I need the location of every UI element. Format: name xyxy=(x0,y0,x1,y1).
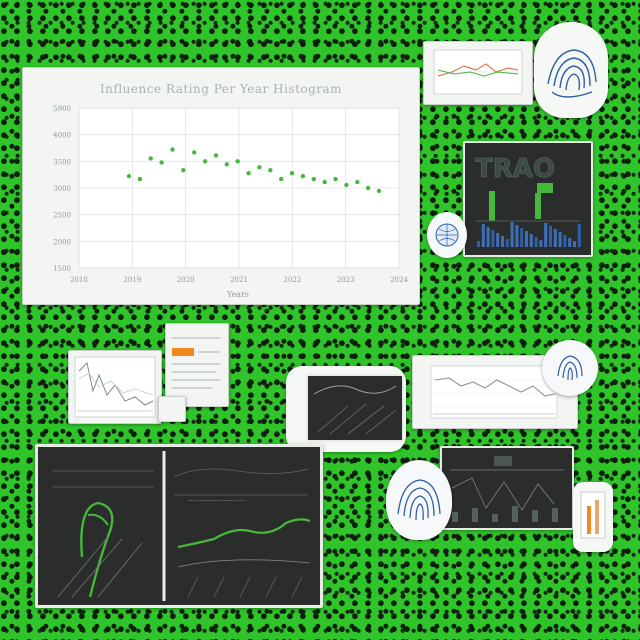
x-axis-labels: 2018 2019 2020 2021 2022 2023 2024 xyxy=(70,276,408,284)
dark-bar xyxy=(515,225,519,247)
dark-bar xyxy=(558,232,562,247)
globe-icon xyxy=(435,223,459,247)
data-point xyxy=(289,171,295,176)
data-points xyxy=(126,147,382,194)
dark-bars xyxy=(477,222,581,247)
dark-bar xyxy=(577,224,581,247)
bottom-dark-chart: .......................... xyxy=(52,451,311,601)
main-chart: Influence Rating Per Year Histogram 5900… xyxy=(53,82,408,299)
note-slip xyxy=(158,396,186,422)
y-axis-labels: 5900 4000 3500 3000 2500 2000 1500 xyxy=(53,105,71,273)
dark-bar xyxy=(481,224,485,247)
dark-line-chart xyxy=(313,385,397,435)
x-axis-title: Years xyxy=(226,290,249,299)
dark-bar xyxy=(539,240,543,247)
x-tick-label: 2022 xyxy=(283,276,301,284)
dark-bar xyxy=(549,226,552,247)
main-chart-card: Influence Rating Per Year Histogram 5900… xyxy=(22,67,420,305)
data-point xyxy=(257,165,262,170)
data-point xyxy=(333,176,338,182)
x-tick-label: 2023 xyxy=(337,276,355,284)
svg-text:..........................: .......................... xyxy=(188,495,246,503)
dark-bar xyxy=(501,236,504,247)
data-point xyxy=(300,173,306,179)
data-point xyxy=(148,156,153,161)
y-tick-label: 2000 xyxy=(53,238,71,246)
x-tick-label: 2018 xyxy=(70,276,88,284)
dark-bar-chart: TRAO xyxy=(475,154,581,247)
dark-frame-sticker xyxy=(286,366,406,452)
dark-bar xyxy=(563,235,567,247)
y-tick-label: 2500 xyxy=(53,212,71,220)
data-point xyxy=(159,160,164,165)
data-point xyxy=(322,179,327,185)
dark-bar xyxy=(525,231,528,247)
mini-line-chart-top xyxy=(423,41,533,105)
dark-panel-heading: TRAO xyxy=(475,154,555,184)
dark-bar xyxy=(491,230,495,247)
dark-bar-panel: TRAO xyxy=(463,141,593,257)
data-point xyxy=(376,188,382,194)
mini-line-chart-top-svg xyxy=(433,49,523,95)
dark-bar xyxy=(486,227,490,247)
data-point xyxy=(365,185,371,191)
fingerprint-bubble-bottom xyxy=(386,460,452,540)
data-point xyxy=(344,182,349,188)
dark-bar xyxy=(529,234,533,247)
fingerprint-small-icon xyxy=(557,355,583,381)
fingerprint-bubble-right xyxy=(542,340,598,396)
y-tick-label: 3000 xyxy=(53,185,71,193)
fingerprint-bottom-icon xyxy=(397,479,441,521)
dark-bar xyxy=(568,238,572,247)
chart-title: Influence Rating Per Year Histogram xyxy=(100,82,342,96)
data-point xyxy=(137,176,143,182)
data-point xyxy=(268,168,273,173)
data-point xyxy=(213,153,219,158)
dark-bar xyxy=(477,241,480,247)
dark-bar xyxy=(520,228,524,247)
mini-line-chart-mid-svg xyxy=(74,356,156,418)
mini-line-chart-right-svg xyxy=(430,365,558,419)
chart-grid xyxy=(78,107,400,269)
dark-bar xyxy=(510,222,514,247)
dark-bar xyxy=(505,239,509,247)
thermometer-sticker xyxy=(573,482,613,552)
data-point xyxy=(192,150,197,155)
data-point xyxy=(126,173,132,179)
bottom-right-dark-panel xyxy=(440,446,574,530)
data-point xyxy=(202,159,208,164)
data-point xyxy=(224,162,229,167)
dark-bar xyxy=(573,241,576,247)
y-tick-label: 1500 xyxy=(53,265,71,273)
dark-bar xyxy=(534,237,538,247)
document-sheet-svg xyxy=(172,337,220,389)
x-tick-label: 2021 xyxy=(230,276,248,284)
data-point xyxy=(235,159,240,164)
mini-line-chart-mid xyxy=(68,350,162,424)
data-point xyxy=(355,179,360,185)
bottom-right-dark-chart xyxy=(450,456,564,522)
data-point xyxy=(279,176,284,182)
data-point xyxy=(246,171,251,176)
dark-bar xyxy=(496,233,500,247)
x-tick-label: 2024 xyxy=(390,276,408,284)
y-tick-label: 5900 xyxy=(53,105,71,113)
data-point xyxy=(181,168,186,173)
y-tick-label: 4000 xyxy=(53,132,71,140)
mini-line-chart-right xyxy=(412,355,578,429)
data-point xyxy=(170,147,175,152)
fingerprint-icon xyxy=(547,49,597,98)
data-point xyxy=(311,176,316,182)
document-sheet xyxy=(165,323,229,407)
fingerprint-sticker-top xyxy=(534,22,608,118)
dark-bar xyxy=(544,223,548,247)
dark-bar xyxy=(553,229,557,247)
x-tick-label: 2020 xyxy=(177,276,195,284)
round-sticker-small xyxy=(427,212,467,258)
x-tick-label: 2019 xyxy=(123,276,141,284)
bottom-dark-panel: .......................... xyxy=(35,444,323,608)
y-tick-label: 3500 xyxy=(53,158,71,166)
thermometer-icon xyxy=(580,491,606,539)
